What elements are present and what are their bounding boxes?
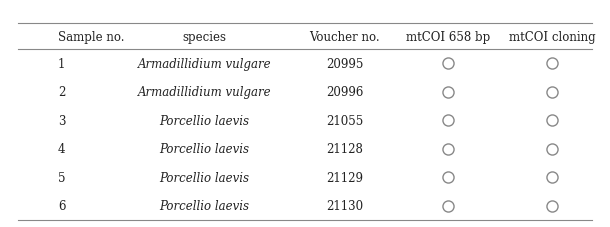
Text: Porcellio laevis: Porcellio laevis <box>159 143 249 156</box>
Text: 21128: 21128 <box>326 143 363 156</box>
Text: Porcellio laevis: Porcellio laevis <box>159 200 249 212</box>
Text: 3: 3 <box>58 114 65 127</box>
Text: 21129: 21129 <box>326 171 363 184</box>
Text: 1: 1 <box>58 58 65 71</box>
Text: species: species <box>182 30 226 43</box>
Text: Porcellio laevis: Porcellio laevis <box>159 114 249 127</box>
Text: 21055: 21055 <box>326 114 364 127</box>
Text: mtCOI 658 bp: mtCOI 658 bp <box>406 30 490 43</box>
Text: 21130: 21130 <box>326 200 363 212</box>
Text: 20995: 20995 <box>326 58 364 71</box>
Text: 4: 4 <box>58 143 65 156</box>
Text: 6: 6 <box>58 200 65 212</box>
Text: 2: 2 <box>58 86 65 99</box>
Text: 5: 5 <box>58 171 65 184</box>
Text: Sample no.: Sample no. <box>58 30 124 43</box>
Text: Armadillidium vulgare: Armadillidium vulgare <box>137 86 271 99</box>
Text: Porcellio laevis: Porcellio laevis <box>159 171 249 184</box>
Text: mtCOI cloning: mtCOI cloning <box>509 30 595 43</box>
Text: Armadillidium vulgare: Armadillidium vulgare <box>137 58 271 71</box>
Text: 20996: 20996 <box>326 86 364 99</box>
Text: Voucher no.: Voucher no. <box>309 30 380 43</box>
